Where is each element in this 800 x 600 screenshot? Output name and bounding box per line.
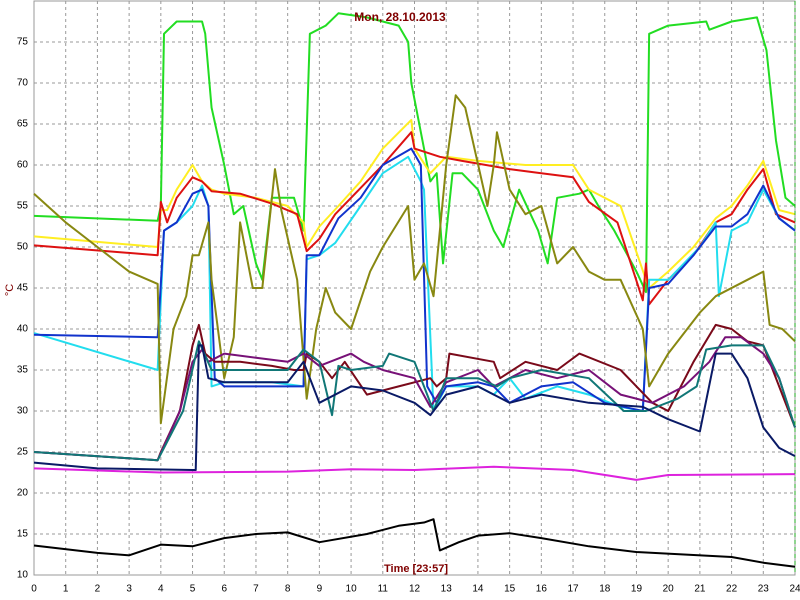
x-tick-label: 23: [758, 584, 770, 595]
series-line: [33, 94, 796, 425]
x-tick-label: 15: [504, 584, 516, 595]
y-tick-label: 65: [17, 119, 29, 130]
x-tick-label: 9: [317, 584, 323, 595]
y-tick-label: 15: [17, 529, 29, 540]
x-tick-label: 18: [599, 584, 611, 595]
x-tick-label: 3: [126, 584, 132, 595]
lines: [33, 12, 796, 568]
y-tick-label: 35: [17, 365, 29, 376]
x-axis-label: Time [23:57]: [384, 563, 448, 575]
series-line: [33, 465, 796, 481]
x-tick-label: 8: [285, 584, 291, 595]
series-line: [33, 118, 796, 289]
y-axis-label: °C: [4, 284, 16, 296]
x-tick-label: 7: [253, 584, 259, 595]
series-line: [33, 344, 796, 472]
y-tick-label: 45: [17, 283, 29, 294]
x-tick-label: 22: [726, 584, 738, 595]
y-tick-label: 40: [17, 324, 29, 335]
y-tick-label: 70: [17, 78, 29, 89]
x-tick-label: 20: [663, 584, 675, 595]
y-tick-label: 75: [17, 37, 29, 48]
y-tick-label: 30: [17, 406, 29, 417]
x-tick-label: 1: [63, 584, 69, 595]
y-tick-label: 60: [17, 160, 29, 171]
x-tick-label: 6: [221, 584, 227, 595]
x-tick-label: 11: [378, 584, 389, 595]
x-tick-label: 24: [789, 584, 800, 595]
x-tick-label: 14: [472, 584, 484, 595]
series-line: [33, 12, 796, 294]
x-tick-label: 19: [631, 584, 643, 595]
x-tick-label: 2: [95, 584, 101, 595]
x-tick-label: 4: [158, 584, 164, 595]
x-tick-label: 0: [31, 584, 37, 595]
x-tick-label: 13: [441, 584, 453, 595]
y-tick-label: 25: [17, 447, 29, 458]
x-tick-label: 17: [567, 584, 579, 595]
x-tick-label: 10: [346, 584, 358, 595]
y-tick-label: 20: [17, 488, 29, 499]
y-tick-label: 55: [17, 201, 29, 212]
x-tick-label: 5: [190, 584, 196, 595]
chart-title: Mon, 28.10.2013: [354, 10, 446, 24]
series-line: [33, 518, 796, 568]
x-tick-label: 16: [536, 584, 548, 595]
y-tick-label: 50: [17, 242, 29, 253]
x-tick-label: 21: [694, 584, 706, 595]
x-tick-label: 12: [409, 584, 421, 595]
series-line: [33, 147, 796, 412]
y-tick-label: 10: [17, 570, 29, 581]
